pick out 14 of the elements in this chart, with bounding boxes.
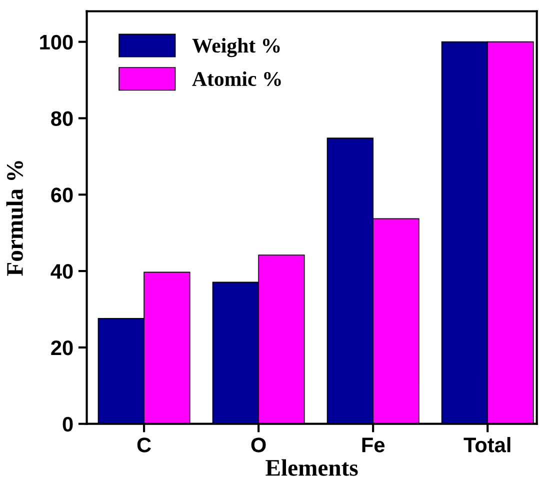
x-axis-title: Elements	[266, 459, 358, 476]
y-tick-label: 60	[51, 188, 73, 202]
y-tick-label: 80	[51, 111, 73, 126]
y-tick-label: 20	[51, 340, 73, 356]
y-axis-title: Formula %	[6, 161, 23, 276]
x-tick-label: Fe	[362, 438, 385, 452]
x-tick-label: C	[137, 438, 151, 452]
y-tick-label: 0	[62, 416, 73, 432]
legend-label: Atomic %	[192, 71, 281, 86]
y-tick-label: 100	[40, 34, 73, 50]
x-tick-label: Total	[464, 437, 510, 452]
legend-label: Weight %	[192, 38, 280, 58]
y-tick-label: 40	[50, 264, 73, 279]
x-tick-label: O	[251, 438, 266, 452]
